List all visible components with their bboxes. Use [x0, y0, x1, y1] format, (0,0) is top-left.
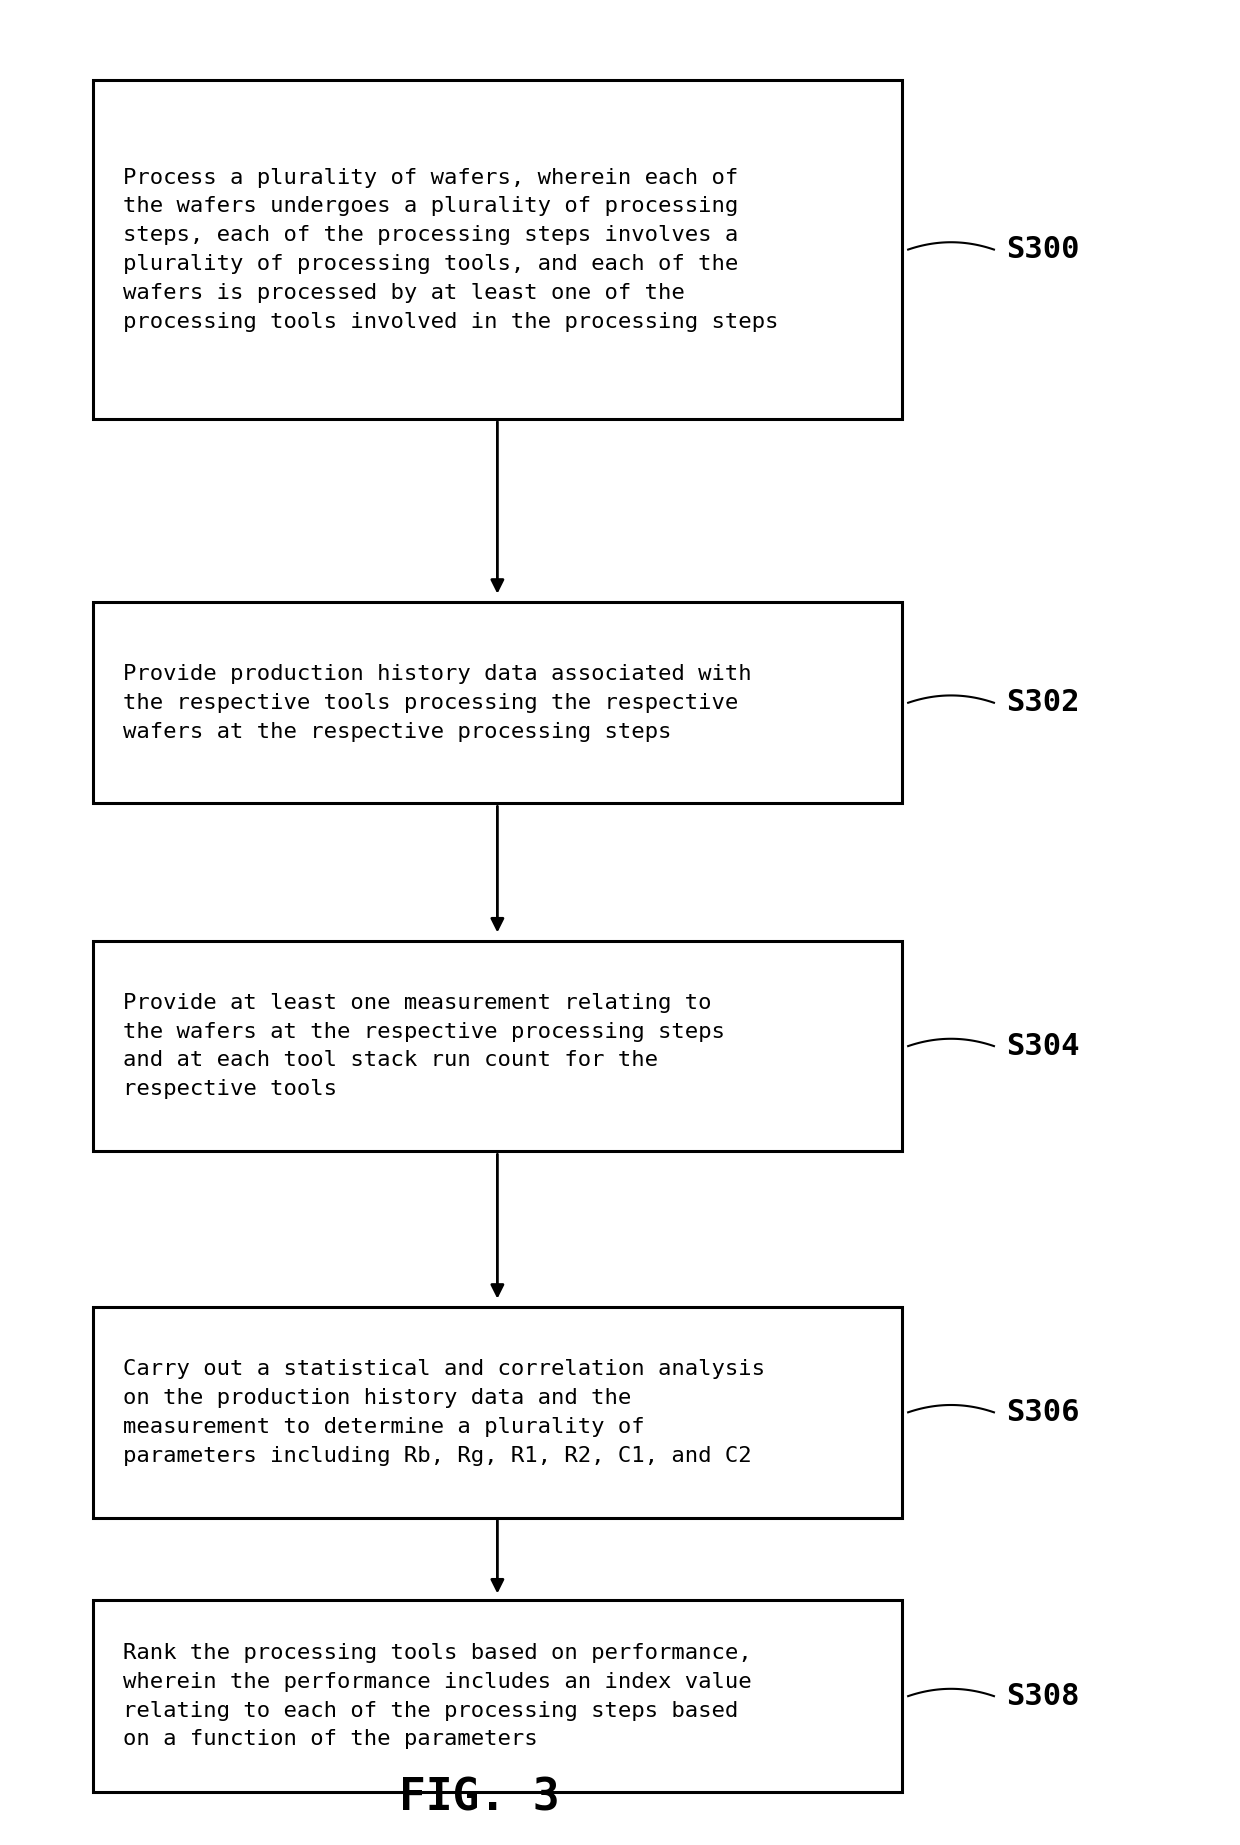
Bar — [93, 1600, 901, 1791]
Bar — [93, 1306, 901, 1518]
Text: Provide at least one measurement relating to
the wafers at the respective proces: Provide at least one measurement relatin… — [124, 993, 725, 1100]
Bar — [93, 941, 901, 1151]
Text: S302: S302 — [1006, 688, 1080, 718]
Bar — [93, 79, 901, 419]
Text: S300: S300 — [1006, 234, 1080, 264]
Text: Rank the processing tools based on performance,
wherein the performance includes: Rank the processing tools based on perfo… — [124, 1642, 751, 1749]
Text: Process a plurality of wafers, wherein each of
the wafers undergoes a plurality : Process a plurality of wafers, wherein e… — [124, 168, 779, 332]
Text: Provide production history data associated with
the respective tools processing : Provide production history data associat… — [124, 664, 751, 742]
Text: S304: S304 — [1006, 1031, 1080, 1061]
Text: FIG. 3: FIG. 3 — [399, 1777, 559, 1819]
Text: S308: S308 — [1006, 1681, 1080, 1710]
Bar — [93, 601, 901, 803]
Text: Carry out a statistical and correlation analysis
on the production history data : Carry out a statistical and correlation … — [124, 1360, 765, 1465]
Text: S306: S306 — [1006, 1399, 1080, 1426]
